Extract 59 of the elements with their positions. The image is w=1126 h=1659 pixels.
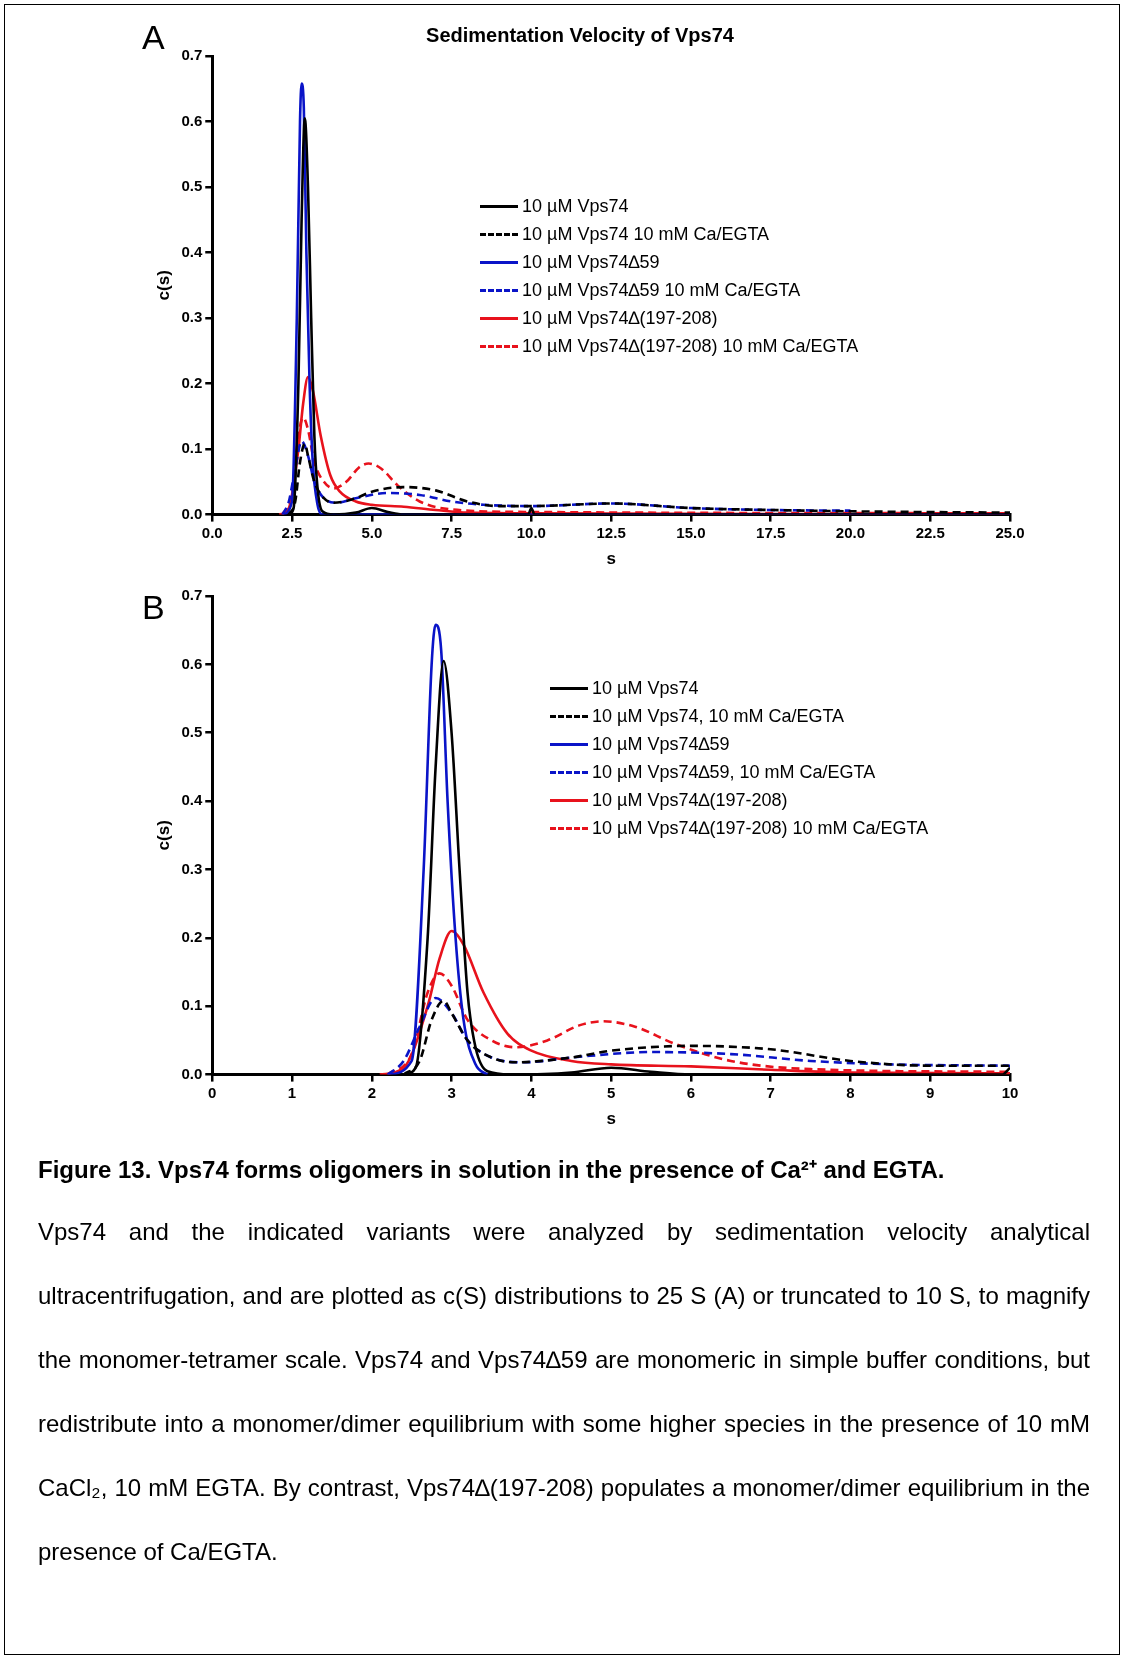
chart-title: Sedimentation Velocity of Vps74 bbox=[426, 23, 735, 46]
x-axis-title: s bbox=[606, 1109, 616, 1129]
y-tick-label: 0.4 bbox=[181, 242, 203, 260]
y-tick-label: 0.3 bbox=[181, 859, 203, 877]
x-tick-label: 5.0 bbox=[361, 523, 383, 541]
y-tick-label: 0.1 bbox=[181, 439, 203, 457]
x-tick-label: 0.0 bbox=[201, 523, 223, 541]
x-tick-label: 4 bbox=[527, 1083, 537, 1101]
legend-label: 10 µM Vps74 bbox=[522, 195, 629, 218]
legend-label: 10 µM Vps74∆59 10 mM Ca/EGTA bbox=[522, 279, 801, 302]
x-tick-label: 6 bbox=[686, 1083, 696, 1101]
text: B bbox=[142, 588, 165, 627]
x-tick-label: 25.0 bbox=[995, 523, 1025, 541]
y-tick-label: 0.0 bbox=[181, 504, 203, 522]
legend-label: 10 µM Vps74 bbox=[592, 677, 699, 700]
x-tick-label: 7 bbox=[766, 1083, 775, 1101]
caption: Figure 13. Vps74 forms oligomers in solution in the presence of Ca²⁺ and EGTA. bbox=[38, 1155, 946, 1185]
x-tick-label: 8 bbox=[846, 1083, 855, 1101]
y-tick-label: 0.5 bbox=[181, 177, 203, 195]
x-tick-label: 15.0 bbox=[676, 523, 706, 541]
y-tick-label: 0.2 bbox=[181, 928, 203, 945]
x-tick-label: 2 bbox=[367, 1083, 376, 1101]
legend-label: 10 µM Vps74∆59, 10 mM Ca/EGTA bbox=[592, 761, 876, 784]
x-tick-label: 20.0 bbox=[835, 523, 866, 541]
x-tick-label: 5 bbox=[606, 1083, 616, 1101]
x-tick-label: 22.5 bbox=[915, 523, 945, 541]
x-tick-label: 2.5 bbox=[281, 523, 303, 541]
legend-label: 10 µM Vps74 10 mM Ca/EGTA bbox=[522, 223, 770, 246]
legend-label: 10 µM Vps74∆(197-208) 10 mM Ca/EGTA bbox=[522, 335, 859, 358]
y-tick-label: 0.0 bbox=[181, 1064, 203, 1082]
x-tick-label: 1 bbox=[287, 1083, 297, 1101]
x-axis-title: s bbox=[606, 549, 616, 569]
y-axis-title: c(s) bbox=[153, 820, 173, 851]
legend-label: 10 µM Vps74∆59 bbox=[592, 733, 730, 756]
legend-label: 10 µM Vps74, 10 mM Ca/EGTA bbox=[592, 705, 845, 728]
x-tick-label: 9 bbox=[926, 1083, 935, 1101]
y-tick-label: 0.6 bbox=[181, 111, 203, 129]
y-tick-label: 0.5 bbox=[181, 722, 203, 740]
legend-label: 10 µM Vps74∆59 bbox=[522, 251, 660, 274]
y-axis-title: c(s) bbox=[153, 270, 173, 301]
y-tick-label: 0.1 bbox=[181, 996, 203, 1014]
y-tick-label: 0.7 bbox=[181, 586, 203, 604]
legend-label: 10 µM Vps74∆(197-208) 10 mM Ca/EGTA bbox=[592, 817, 929, 840]
y-tick-label: 0.4 bbox=[181, 791, 203, 809]
legend-label: 10 µM Vps74∆(197-208) bbox=[522, 307, 718, 330]
text: Vps74 and the indicated variants were analyzed by sedimentation velocity analytical ultracentrifugation, and are plotted as c(S) distributions to 25 S (A) or truncated to 10 S, to magnify the monomer-tetramer scale. Vps74 and Vps74∆59 are monomeric in simple buffer conditions, but redistribute into a monomer/dimer equilibrium with some higher species in the presence of 10 mM CaCl₂, 10 mM EGTA. By contrast, Vps74∆(197-208) populates a monomer/dimer equilibrium in the presence of Ca/EGTA. bbox=[38, 1218, 1090, 1565]
x-tick-label: 12.5 bbox=[596, 523, 626, 541]
x-tick-label: 0 bbox=[208, 1083, 217, 1101]
x-tick-label: 10 bbox=[1001, 1083, 1019, 1101]
x-tick-label: 3 bbox=[447, 1083, 456, 1101]
y-tick-label: 0.2 bbox=[181, 373, 203, 391]
x-tick-label: 17.5 bbox=[756, 523, 786, 541]
text: A bbox=[142, 18, 165, 57]
x-tick-label: 10.0 bbox=[516, 523, 546, 541]
y-tick-label: 0.7 bbox=[181, 46, 203, 64]
legend-label: 10 µM Vps74∆(197-208) bbox=[592, 789, 788, 812]
y-tick-label: 0.6 bbox=[181, 654, 203, 672]
x-tick-label: 7.5 bbox=[441, 523, 463, 541]
y-tick-label: 0.3 bbox=[181, 308, 203, 326]
